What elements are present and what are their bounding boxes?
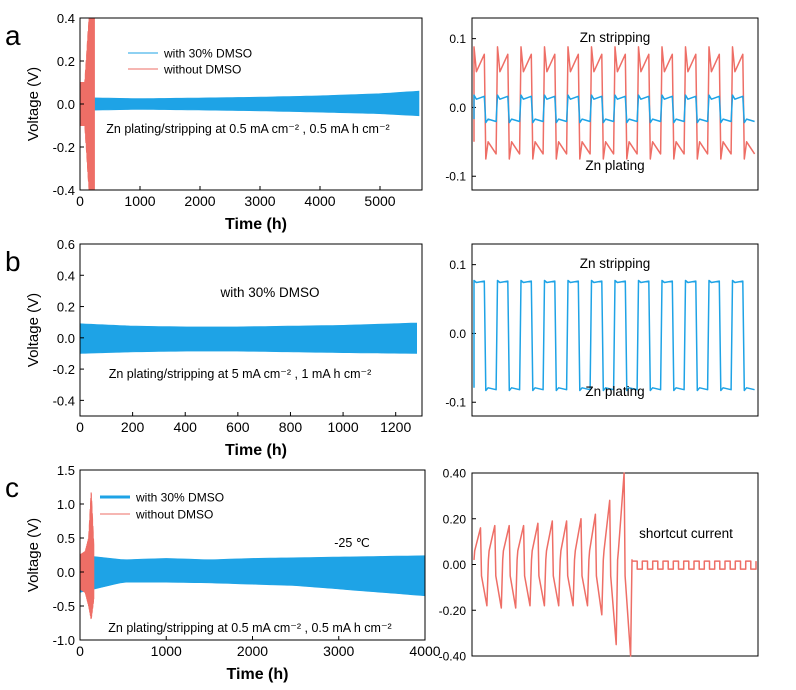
y-tick-label: 0.0 bbox=[57, 331, 75, 346]
inset-y-tick-label: -0.40 bbox=[439, 650, 467, 664]
x-tick-label: 4000 bbox=[409, 643, 440, 659]
x-tick-label: 3000 bbox=[244, 193, 275, 209]
series-no-dmso-trace bbox=[79, 492, 95, 620]
series-dmso-band bbox=[79, 90, 420, 117]
plot-area bbox=[79, 492, 426, 620]
inset-y-tick-label: -0.1 bbox=[445, 170, 466, 184]
inset-series-no_dmso bbox=[473, 472, 757, 657]
x-tick-label: 200 bbox=[121, 419, 145, 435]
plot-area bbox=[79, 17, 420, 191]
y-tick-label: 1.0 bbox=[57, 497, 75, 512]
x-tick-label: 400 bbox=[174, 419, 198, 435]
inset-series-dmso bbox=[473, 279, 755, 392]
y-tick-label: 1.5 bbox=[57, 463, 75, 478]
condition-annotation: Zn plating/stripping at 5 mA cm⁻² , 1 mA… bbox=[109, 367, 372, 381]
condition-annotation: Zn plating/stripping at 0.5 mA cm⁻² , 0.… bbox=[108, 621, 391, 635]
series-dmso-band bbox=[79, 554, 426, 597]
inset-y-tick-label: 0.0 bbox=[449, 327, 466, 341]
x-tick-label: 4000 bbox=[304, 193, 335, 209]
x-tick-label: 1000 bbox=[124, 193, 155, 209]
y-tick-label: 0.5 bbox=[57, 531, 75, 546]
y-tick-label: 0.0 bbox=[57, 565, 75, 580]
legend-label: without DMSO bbox=[163, 63, 241, 77]
y-tick-label: 0.2 bbox=[57, 54, 75, 69]
x-tick-label: 0 bbox=[76, 643, 84, 659]
x-tick-label: 1200 bbox=[380, 419, 411, 435]
y-tick-label: 0.2 bbox=[57, 300, 75, 315]
y-tick-label: -0.2 bbox=[53, 140, 75, 155]
inset-label-plating: Zn plating bbox=[585, 384, 644, 399]
panel-c: c 0 1000 2000 3000 4000 -1.0 -0.5 0.0 0.5 1.0 1.5 Ti… bbox=[5, 463, 441, 683]
inset-y-tick-label: 0.40 bbox=[443, 467, 467, 481]
inset-label-shortcut: shortcut current bbox=[639, 526, 733, 541]
inset-label-plating: Zn plating bbox=[585, 158, 644, 173]
y-tick-label: -0.4 bbox=[53, 393, 75, 408]
inset-frame bbox=[471, 17, 759, 191]
y-axis-label: Voltage (V) bbox=[25, 293, 42, 367]
inset-a: -0.1 0.0 0.1 Zn stripping Zn plating bbox=[445, 17, 759, 191]
y-axis-label: Voltage (V) bbox=[25, 518, 42, 592]
legend-label: without DMSO bbox=[135, 508, 213, 522]
condition-annotation: Zn plating/stripping at 0.5 mA cm⁻² , 0.… bbox=[106, 122, 389, 136]
y-tick-label: -0.4 bbox=[53, 183, 75, 198]
inset-label-stripping: Zn stripping bbox=[580, 30, 651, 45]
inset-y-tick-label: 0.20 bbox=[443, 512, 467, 526]
inset-y-tick-label: 0.1 bbox=[449, 32, 466, 46]
inset-y-tick-label: -0.1 bbox=[445, 396, 466, 410]
inset-series-dmso bbox=[473, 94, 755, 124]
y-tick-label: -0.5 bbox=[53, 599, 75, 614]
x-tick-label: 3000 bbox=[323, 643, 354, 659]
x-tick-label: 5000 bbox=[364, 193, 395, 209]
legend-c: with 30% DMSO without DMSO bbox=[100, 491, 224, 522]
x-tick-label: 0 bbox=[76, 419, 84, 435]
panel-b: b 0 200 400 600 800 1000 1200 -0.4 -0.2 0.0 0.2 0.4 0… bbox=[5, 237, 423, 459]
legend-label: with 30% DMSO bbox=[163, 47, 252, 61]
x-tick-label: 600 bbox=[226, 419, 250, 435]
y-tick-label: 0.4 bbox=[57, 11, 75, 26]
x-tick-label: 2000 bbox=[184, 193, 215, 209]
inset-frame bbox=[471, 243, 759, 417]
x-axis-label: Time (h) bbox=[225, 216, 287, 233]
inset-y-tick-label: 0.0 bbox=[449, 101, 466, 115]
plot-area bbox=[79, 322, 418, 354]
y-tick-label: -0.2 bbox=[53, 362, 75, 377]
inset-y-tick-label: 0.00 bbox=[443, 558, 467, 572]
panel-letter: c bbox=[5, 472, 19, 503]
y-tick-label: 0.6 bbox=[57, 237, 75, 252]
panel-letter: a bbox=[5, 20, 21, 51]
axes-frame bbox=[79, 469, 426, 641]
y-axis-label: Voltage (V) bbox=[25, 67, 42, 141]
y-tick-label: -1.0 bbox=[53, 633, 75, 648]
series-dmso-band bbox=[79, 322, 418, 354]
panel-letter: b bbox=[5, 246, 21, 277]
inset-series-no_dmso bbox=[473, 46, 756, 160]
x-tick-label: 1000 bbox=[151, 643, 182, 659]
y-tick-label: 0.0 bbox=[57, 97, 75, 112]
x-tick-label: 1000 bbox=[327, 419, 358, 435]
inset-y-tick-label: -0.20 bbox=[439, 604, 467, 618]
inset-y-tick-label: 0.1 bbox=[449, 258, 466, 272]
x-axis-label: Time (h) bbox=[227, 666, 289, 683]
axes-frame bbox=[79, 243, 423, 417]
legend-label: with 30% DMSO bbox=[135, 491, 224, 505]
y-tick-label: 0.4 bbox=[57, 268, 75, 283]
inset-c: -0.40 -0.20 0.00 0.20 0.40 shortcut current bbox=[439, 467, 759, 664]
legend-label: with 30% DMSO bbox=[219, 285, 319, 300]
x-axis-label: Time (h) bbox=[225, 442, 287, 459]
x-tick-label: 2000 bbox=[237, 643, 268, 659]
inset-label-stripping: Zn stripping bbox=[580, 256, 651, 271]
temperature-label: -25 ℃ bbox=[334, 536, 370, 550]
legend-a: with 30% DMSO without DMSO bbox=[128, 47, 252, 77]
inset-b: -0.1 0.0 0.1 Zn stripping Zn plating bbox=[445, 243, 759, 417]
x-tick-label: 0 bbox=[76, 193, 84, 209]
x-tick-label: 800 bbox=[279, 419, 303, 435]
panel-a: a 0 1000 2000 3000 4000 5000 -0.4 -0.2 0.0 0.2 0.4 T… bbox=[5, 11, 423, 233]
